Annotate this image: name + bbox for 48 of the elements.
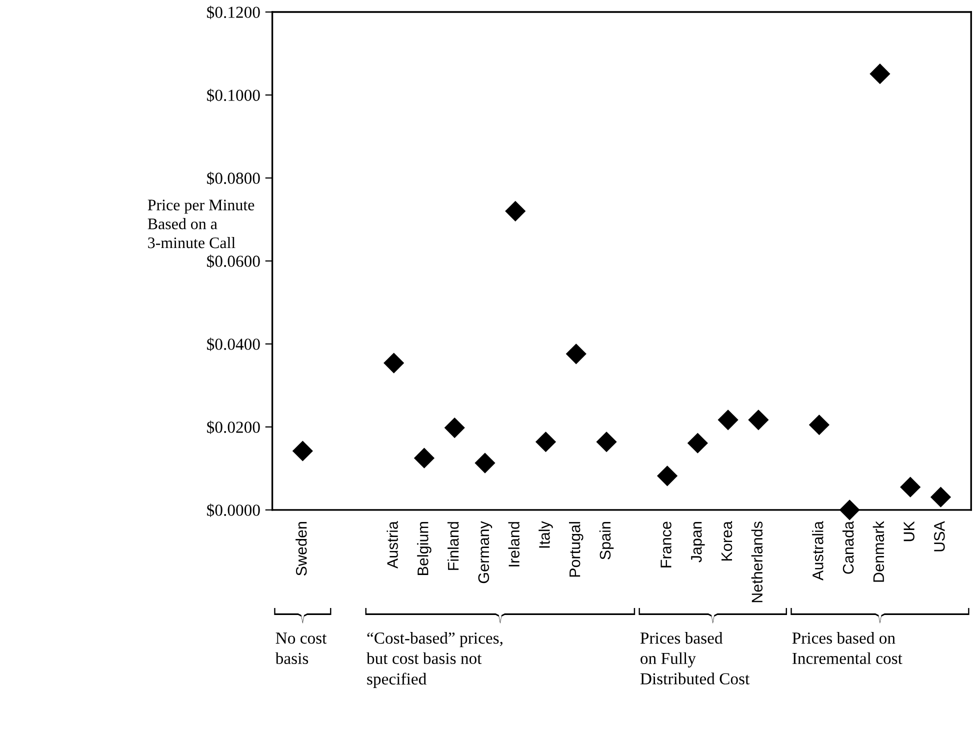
point xyxy=(870,64,890,84)
point xyxy=(292,440,313,462)
point xyxy=(930,486,952,508)
point xyxy=(596,432,617,452)
x-tick-label: UK xyxy=(904,521,914,542)
text: No cost basis xyxy=(275,632,327,664)
point xyxy=(839,500,860,520)
text: Prices based on Incremental cost xyxy=(792,632,902,664)
x-tick-label: Italy xyxy=(538,521,553,548)
point xyxy=(748,410,769,430)
x-tick-label: Ireland xyxy=(508,522,520,566)
x-tick-label: Germany xyxy=(478,521,492,584)
x-tick-label: Denmark xyxy=(872,521,884,582)
y-tick-label: $0.0800 xyxy=(207,172,260,186)
y-tick-label: $0.1000 xyxy=(207,88,260,102)
y-tick-label: $0.0200 xyxy=(207,420,260,434)
x-tick-label: Sweden xyxy=(296,522,307,576)
x-tick-label: USA xyxy=(934,521,945,552)
y-tick-label: $0.0600 xyxy=(207,254,260,268)
x-tick-label: Austria xyxy=(386,521,398,569)
x-tick-label: Finland xyxy=(447,522,459,570)
point xyxy=(808,414,830,436)
x-tick-label: Spain xyxy=(599,522,614,560)
y-tick-label: $0.1200 xyxy=(207,6,260,20)
x-tick-label: Australia xyxy=(812,521,824,580)
point xyxy=(535,432,556,452)
point xyxy=(900,476,921,498)
point xyxy=(687,432,708,454)
point xyxy=(384,352,404,374)
point xyxy=(505,200,526,222)
x-tick-label: Netherlands xyxy=(751,522,763,602)
x-tick-label: France xyxy=(660,522,672,568)
y-tick-label: $0.0400 xyxy=(207,338,260,352)
point xyxy=(414,448,435,468)
x-tick-label: Belgium xyxy=(417,522,432,575)
point xyxy=(656,466,678,486)
text: Prices based on Fully Distributed Cost xyxy=(640,632,750,684)
point xyxy=(566,344,586,364)
x-tick-label: Portugal xyxy=(569,522,584,577)
x-tick-label: Japan xyxy=(691,522,705,562)
y-tick-label: $0.0000 xyxy=(207,504,260,517)
x-tick-label: Canada xyxy=(842,521,854,574)
point xyxy=(718,410,738,430)
y-axis-title: Price per Minute Based on a 3-minute Call xyxy=(148,200,254,248)
x-tick-label: Korea xyxy=(721,521,732,561)
point xyxy=(444,417,465,438)
text: “Cost-based” prices, but cost basis not specified xyxy=(366,632,502,688)
point xyxy=(474,452,496,474)
